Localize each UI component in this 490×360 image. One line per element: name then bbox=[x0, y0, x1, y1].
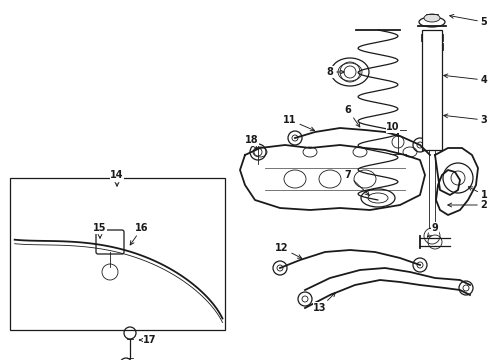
Text: 14: 14 bbox=[110, 170, 124, 186]
Text: 15: 15 bbox=[93, 223, 107, 238]
Bar bbox=[10, 178, 225, 330]
Bar bbox=[423, 70, 441, 77]
Text: 16: 16 bbox=[130, 223, 149, 245]
Text: 18: 18 bbox=[245, 135, 259, 149]
Text: 2: 2 bbox=[448, 200, 488, 210]
Ellipse shape bbox=[424, 14, 440, 22]
Bar bbox=[422, 52, 442, 59]
Bar bbox=[422, 61, 441, 68]
Bar bbox=[422, 30, 442, 150]
Text: 8: 8 bbox=[326, 67, 344, 77]
Text: 17: 17 bbox=[140, 335, 157, 345]
Text: 3: 3 bbox=[444, 114, 488, 125]
Text: 10: 10 bbox=[386, 122, 400, 137]
Text: 7: 7 bbox=[344, 170, 369, 195]
Text: 1: 1 bbox=[468, 187, 488, 200]
Bar bbox=[421, 34, 443, 41]
Text: 6: 6 bbox=[344, 105, 360, 127]
Text: 4: 4 bbox=[444, 74, 488, 85]
Text: 5: 5 bbox=[450, 14, 488, 27]
Text: 13: 13 bbox=[313, 293, 335, 313]
Text: 12: 12 bbox=[275, 243, 302, 258]
Text: 11: 11 bbox=[283, 115, 315, 131]
Text: 9: 9 bbox=[427, 223, 439, 237]
Bar bbox=[421, 43, 442, 50]
